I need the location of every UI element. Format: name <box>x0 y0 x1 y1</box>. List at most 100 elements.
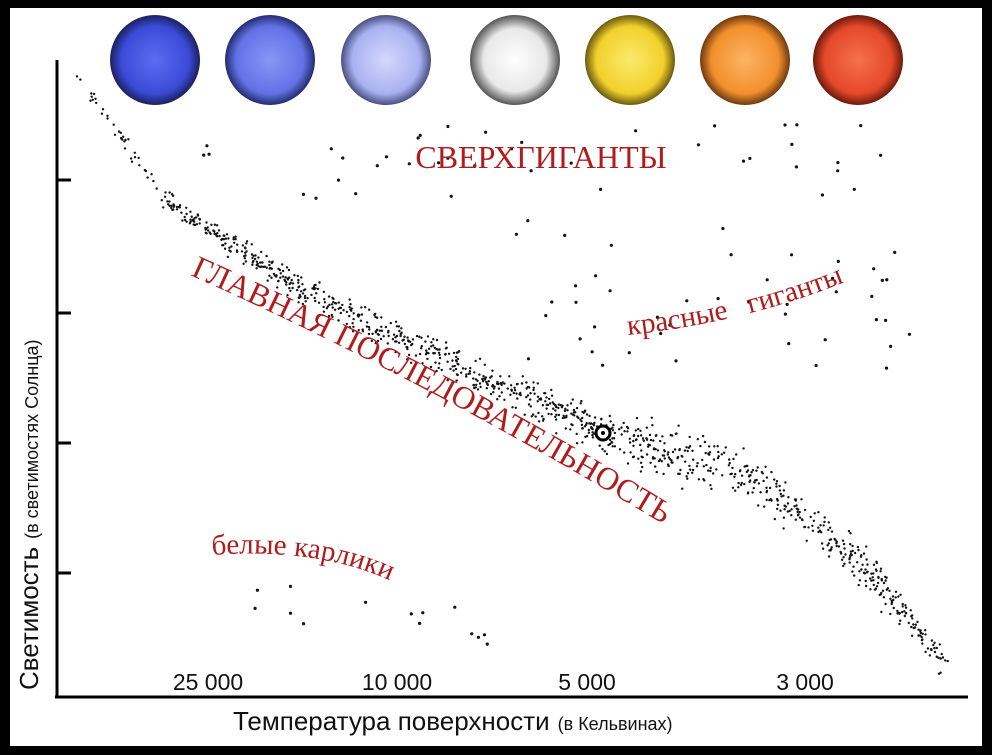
star-dot <box>564 408 566 410</box>
star-dot <box>655 448 657 450</box>
star-dot <box>395 321 397 323</box>
star-dot <box>849 555 851 557</box>
star-dot <box>360 306 362 308</box>
star-dot <box>244 257 246 259</box>
star-dot <box>919 630 921 632</box>
star-dot <box>829 527 831 529</box>
star-dot <box>865 580 867 582</box>
star-dot <box>521 382 523 384</box>
star-dot <box>561 406 563 408</box>
star-dot <box>574 411 576 413</box>
star-dot <box>403 336 405 338</box>
star-dot <box>764 466 766 468</box>
star-dot <box>499 375 501 377</box>
star-dot <box>264 266 266 268</box>
star-dot <box>385 326 387 328</box>
star-dot <box>168 191 170 193</box>
star-dot <box>776 480 778 482</box>
star-dot <box>765 491 767 493</box>
star-dot <box>864 568 866 570</box>
star-dot <box>537 412 539 414</box>
star-dot <box>849 532 851 534</box>
star-dot <box>728 458 730 460</box>
star-dot <box>168 200 170 202</box>
star-dot <box>205 232 207 234</box>
star-dot <box>806 540 808 542</box>
star-dot <box>681 488 683 490</box>
star-dot <box>703 465 705 467</box>
star-dot <box>654 465 656 467</box>
star-dot <box>591 350 594 353</box>
star-dot <box>207 229 209 231</box>
star-dot <box>462 367 464 369</box>
star-dot <box>823 521 825 523</box>
star-dot <box>245 260 247 262</box>
star-dot <box>457 358 459 360</box>
star-dot <box>710 467 712 469</box>
star-dot <box>404 343 406 345</box>
star-dot <box>576 407 578 409</box>
star-dot <box>803 526 805 528</box>
star-dot <box>277 268 279 270</box>
star-dot <box>795 165 798 168</box>
star-dot <box>584 410 586 412</box>
star-dot <box>553 403 555 405</box>
star-dot <box>167 203 169 205</box>
star-dot <box>427 352 429 354</box>
star-dot <box>501 391 503 393</box>
star-dot <box>899 612 901 614</box>
star-dot <box>428 348 430 350</box>
star-dot <box>688 465 690 467</box>
star-dot <box>896 610 898 612</box>
star-dot <box>852 566 854 568</box>
star-dot <box>527 394 529 396</box>
star-dot <box>687 472 689 474</box>
star-dot <box>628 351 631 354</box>
star-dot <box>780 493 782 495</box>
star-dot <box>670 459 672 461</box>
star-dot <box>569 428 571 430</box>
star-dot <box>796 511 798 513</box>
star-dot <box>152 180 154 182</box>
star-dot <box>554 409 556 411</box>
star-dot <box>646 427 648 429</box>
star-dot <box>314 297 316 299</box>
star-dot <box>718 455 720 457</box>
star-dot <box>821 193 824 196</box>
star-dot <box>689 436 691 438</box>
star-dot <box>380 316 382 318</box>
star-dot <box>256 261 258 263</box>
star-dot <box>844 553 846 555</box>
star-dot <box>242 244 244 246</box>
star-dot <box>737 486 739 488</box>
star-dot <box>164 196 166 198</box>
star-dot <box>905 612 907 614</box>
star-dot <box>778 485 780 487</box>
star-dot <box>541 415 543 417</box>
star-dot <box>869 588 871 590</box>
star-dot <box>368 309 370 311</box>
star-dot <box>425 349 427 351</box>
star-dot <box>508 375 510 377</box>
star-dot <box>941 653 943 655</box>
star-dot <box>766 278 769 281</box>
star-dot <box>497 383 499 385</box>
star-dot <box>751 491 753 493</box>
star-dot <box>924 629 926 631</box>
star-dot <box>483 633 486 636</box>
star-dot <box>888 590 890 592</box>
star-dot <box>408 162 411 165</box>
star-dot <box>558 403 560 405</box>
star-dot <box>939 657 941 659</box>
star-dot <box>873 584 875 586</box>
star-dot <box>268 261 270 263</box>
star-dot <box>652 457 654 459</box>
star-dot <box>418 622 421 625</box>
star-dot <box>161 199 163 201</box>
star-dot <box>947 660 949 662</box>
star-dot <box>291 287 293 289</box>
star-dot <box>301 283 303 285</box>
star-dot <box>484 364 486 366</box>
star-dot <box>221 238 223 240</box>
star-dot <box>797 513 799 515</box>
